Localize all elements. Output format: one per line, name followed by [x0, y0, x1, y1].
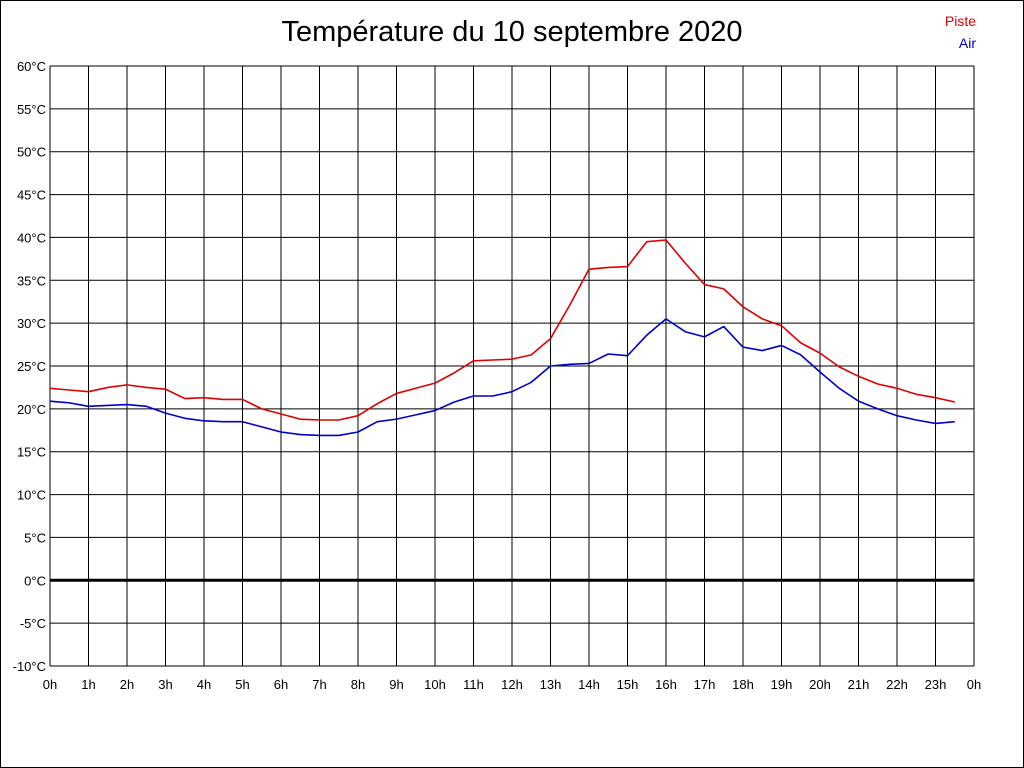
- y-tick-label: 5°C: [24, 530, 46, 545]
- x-tick-label: 5h: [235, 677, 249, 692]
- x-tick-label: 16h: [655, 677, 677, 692]
- x-tick-label: 10h: [424, 677, 446, 692]
- y-tick-label: 25°C: [17, 359, 46, 374]
- x-tick-label: 7h: [312, 677, 326, 692]
- x-tick-label: 23h: [925, 677, 947, 692]
- x-tick-label: 6h: [274, 677, 288, 692]
- x-tick-label: 1h: [81, 677, 95, 692]
- x-tick-label: 4h: [197, 677, 211, 692]
- series-line-piste: [49, 239, 955, 421]
- x-tick-label: 18h: [732, 677, 754, 692]
- x-tick-label: 3h: [158, 677, 172, 692]
- x-tick-label: 19h: [771, 677, 793, 692]
- y-tick-label: 55°C: [17, 102, 46, 117]
- y-tick-label: 15°C: [17, 445, 46, 460]
- x-tick-label: 2h: [120, 677, 134, 692]
- y-tick-label: 50°C: [17, 145, 46, 160]
- x-tick-label: 9h: [389, 677, 403, 692]
- x-tick-label: 0h: [43, 677, 57, 692]
- y-tick-label: -10°C: [13, 659, 46, 674]
- x-tick-label: 0h: [967, 677, 981, 692]
- series-line-air: [49, 318, 955, 437]
- y-tick-label: 10°C: [17, 488, 46, 503]
- x-tick-label: 17h: [694, 677, 716, 692]
- x-tick-label: 8h: [351, 677, 365, 692]
- x-tick-label: 12h: [501, 677, 523, 692]
- x-tick-label: 14h: [578, 677, 600, 692]
- y-tick-label: 0°C: [24, 573, 46, 588]
- y-tick-label: 35°C: [17, 273, 46, 288]
- x-tick-label: 11h: [463, 677, 484, 692]
- y-tick-label: 40°C: [17, 230, 46, 245]
- x-tick-label: 22h: [886, 677, 908, 692]
- x-tick-label: 20h: [809, 677, 831, 692]
- chart-title: Température du 10 septembre 2020: [281, 16, 743, 48]
- x-tick-label: 13h: [540, 677, 562, 692]
- legend-air: Air: [958, 35, 976, 51]
- y-tick-label: 20°C: [17, 402, 46, 417]
- x-tick-label: 15h: [617, 677, 639, 692]
- y-tick-label: 60°C: [17, 59, 46, 74]
- y-tick-label: -5°C: [20, 616, 46, 631]
- y-tick-label: 30°C: [17, 316, 46, 331]
- x-tick-label: 21h: [848, 677, 870, 692]
- y-tick-label: 45°C: [17, 188, 46, 203]
- legend-piste: Piste: [944, 13, 976, 29]
